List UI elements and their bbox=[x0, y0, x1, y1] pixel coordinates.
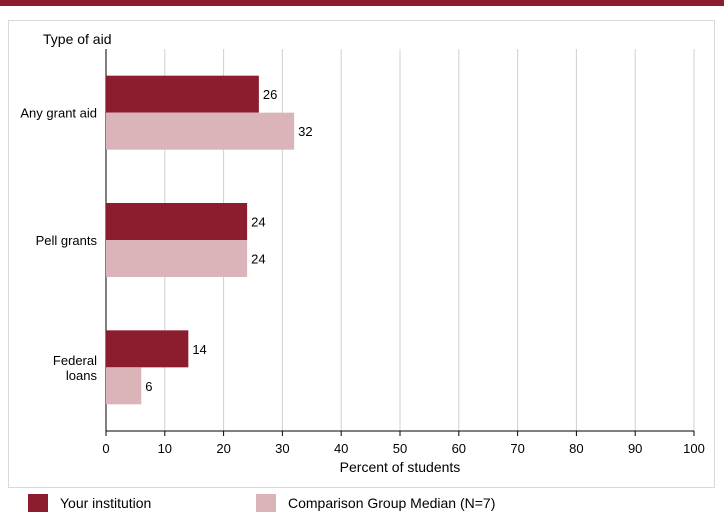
x-tick-label-50: 50 bbox=[393, 441, 407, 456]
bar-1-series-1 bbox=[106, 240, 248, 277]
legend-swatch-comparison-group bbox=[256, 494, 276, 512]
category-label-1-line-0: Pell grants bbox=[36, 233, 98, 248]
x-tick-label-20: 20 bbox=[216, 441, 230, 456]
legend-label-your-institution: Your institution bbox=[60, 495, 152, 511]
x-tick-label-80: 80 bbox=[569, 441, 583, 456]
x-tick-label-0: 0 bbox=[102, 441, 109, 456]
category-label-2-line-0: Federal bbox=[53, 353, 97, 368]
data-label-2-series-1: 6 bbox=[145, 379, 152, 394]
legend-swatch-your-institution bbox=[28, 494, 48, 512]
legend-item-your-institution: Your institution bbox=[28, 494, 151, 512]
data-label-0-series-1: 32 bbox=[298, 124, 312, 139]
x-tick-label-30: 30 bbox=[275, 441, 289, 456]
x-tick-label-70: 70 bbox=[510, 441, 524, 456]
category-label-2-line-1: loans bbox=[66, 368, 98, 383]
data-label-1-series-1: 24 bbox=[251, 252, 265, 267]
bar-1-series-0 bbox=[106, 203, 248, 240]
data-label-2-series-0: 14 bbox=[192, 342, 206, 357]
top-rule bbox=[0, 0, 724, 6]
category-label-0-line-0: Any grant aid bbox=[20, 106, 97, 121]
legend-label-comparison-group: Comparison Group Median (N=7) bbox=[288, 495, 496, 511]
x-tick-label-10: 10 bbox=[158, 441, 172, 456]
x-tick-label-40: 40 bbox=[334, 441, 348, 456]
data-label-0-series-0: 26 bbox=[263, 87, 277, 102]
bar-2-series-0 bbox=[106, 330, 189, 368]
bar-2-series-1 bbox=[106, 367, 142, 405]
legend-item-comparison-group: Comparison Group Median (N=7) bbox=[256, 494, 495, 512]
bar-0-series-0 bbox=[106, 75, 259, 113]
x-tick-label-90: 90 bbox=[628, 441, 642, 456]
bar-0-series-1 bbox=[106, 112, 295, 150]
x-tick-label-100: 100 bbox=[683, 441, 705, 456]
legend: Your institution Comparison Group Median… bbox=[0, 494, 724, 516]
x-tick-label-60: 60 bbox=[452, 441, 466, 456]
data-label-1-series-0: 24 bbox=[251, 215, 265, 230]
y-axis-title: Type of aid bbox=[43, 31, 112, 47]
x-axis-title: Percent of students bbox=[340, 459, 461, 475]
